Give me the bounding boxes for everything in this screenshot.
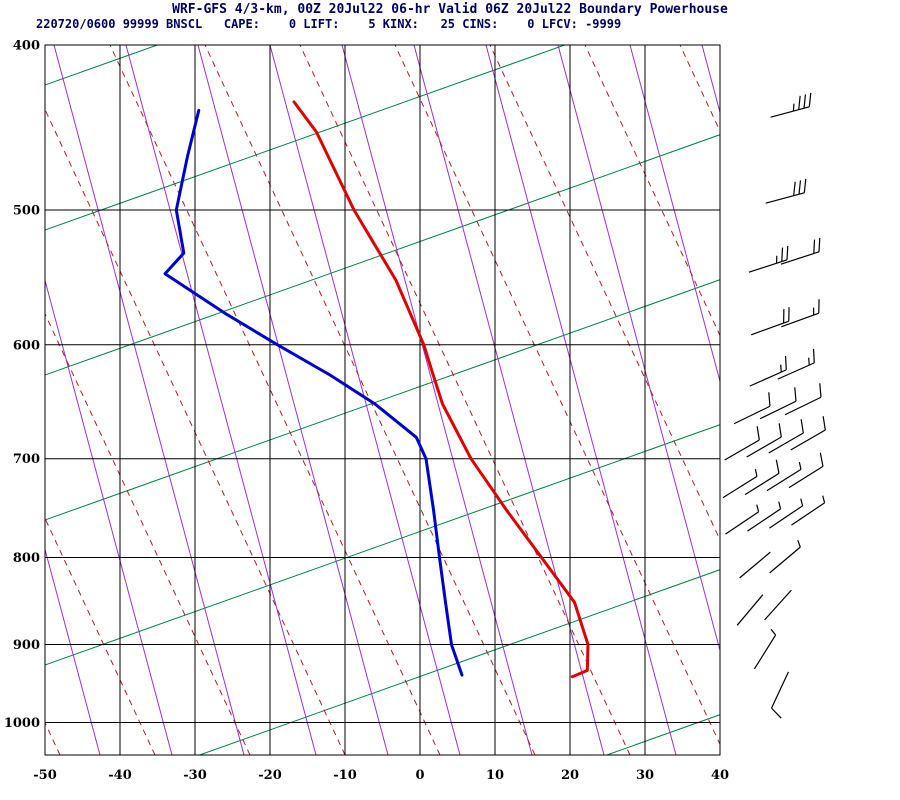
wind-barb	[768, 419, 804, 454]
temp-tick-label: -10	[333, 768, 357, 783]
dry-adiabat-lines	[45, 45, 720, 755]
wind-barb	[722, 469, 758, 499]
wind-barb	[766, 462, 802, 492]
wind-barb	[736, 594, 764, 626]
wind-barb	[747, 501, 782, 532]
temp-tick-label: 20	[561, 768, 579, 783]
wind-barb	[733, 392, 771, 425]
wind-barb-column	[722, 92, 826, 719]
temp-tick-label: -30	[183, 768, 207, 783]
wind-barb	[777, 348, 815, 380]
moist-adiabat-lines	[45, 45, 720, 755]
temp-tick-label: 10	[486, 768, 504, 783]
wind-barb	[771, 671, 789, 719]
wind-barb	[764, 589, 792, 621]
temp-tick-label: -50	[33, 768, 57, 783]
pressure-tick-label: 800	[13, 551, 40, 566]
wind-barb	[784, 383, 822, 416]
wind-barb	[780, 237, 821, 265]
pressure-temp-grid	[44, 44, 721, 756]
axis-labels: 400 500 600 700 800 900 1000 -50 -40 -30 -20 -10 0 10…	[4, 39, 729, 784]
stats-line: 220720/0600 99999 BNSCL CAPE: 0 LIFT: 5 …	[36, 17, 622, 31]
pressure-tick-label: 400	[13, 39, 40, 54]
wind-barb	[759, 387, 797, 420]
wind-barb	[788, 452, 824, 489]
wind-barb	[724, 426, 760, 461]
pressure-tick-label: 1000	[4, 716, 40, 731]
wind-barb	[748, 245, 789, 273]
wind-barb	[739, 551, 771, 579]
wind-barb	[790, 416, 826, 451]
wind-barb	[781, 299, 820, 328]
temp-tick-label: 30	[636, 768, 654, 783]
wind-barb	[765, 178, 807, 204]
pressure-tick-label: 600	[13, 338, 40, 353]
dewpoint-trace	[163, 108, 464, 677]
wind-barb	[769, 539, 801, 574]
wind-barb	[753, 628, 777, 670]
wind-barb	[749, 355, 787, 387]
wind-barb	[769, 498, 804, 529]
temp-tick-label: -20	[258, 768, 282, 783]
wind-barb	[791, 495, 826, 526]
wind-barb	[746, 423, 782, 458]
wind-barb	[751, 307, 790, 336]
wind-barb	[744, 459, 780, 496]
pressure-tick-label: 700	[13, 452, 40, 467]
chart-title: WRF-GFS 4/3-km, 00Z 20Jul22 06-hr Valid …	[172, 2, 728, 17]
wind-barb	[725, 504, 760, 535]
temp-tick-label: -40	[108, 768, 132, 783]
temp-tick-label: 40	[711, 768, 729, 783]
mixing-ratio-lines	[45, 45, 720, 755]
pressure-tick-label: 500	[13, 203, 40, 218]
wind-barb	[770, 92, 812, 118]
plot-border	[44, 44, 721, 756]
pressure-tick-label: 900	[13, 638, 40, 653]
temp-tick-label: 0	[415, 768, 424, 783]
temperature-trace	[292, 100, 590, 679]
